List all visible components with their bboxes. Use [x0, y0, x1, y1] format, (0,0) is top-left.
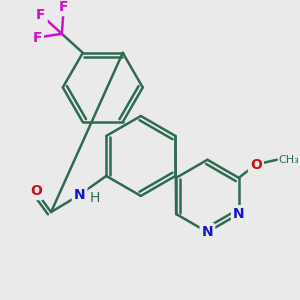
Text: F: F: [36, 8, 46, 22]
Text: O: O: [250, 158, 262, 172]
Text: F: F: [59, 0, 68, 14]
Text: H: H: [90, 191, 100, 205]
Text: N: N: [202, 225, 213, 239]
Text: N: N: [233, 207, 244, 221]
Text: F: F: [32, 31, 42, 45]
Text: O: O: [30, 184, 42, 198]
Text: N: N: [74, 188, 85, 202]
Text: CH₃: CH₃: [279, 155, 299, 165]
